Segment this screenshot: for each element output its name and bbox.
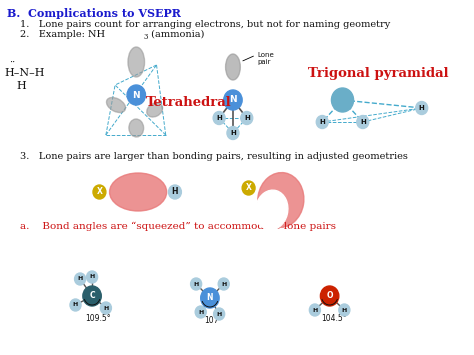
Text: O: O [327,291,333,300]
Text: 2.   Example: NH: 2. Example: NH [20,30,105,39]
Circle shape [201,288,219,308]
Circle shape [242,181,255,195]
Circle shape [168,185,182,199]
Text: H: H [77,277,83,282]
Circle shape [316,115,328,129]
Text: (ammonia): (ammonia) [148,30,205,39]
Text: H: H [342,307,347,312]
Circle shape [310,304,320,316]
Ellipse shape [128,47,145,77]
Ellipse shape [129,119,144,137]
Text: a.    Bond angles are “squeezed” to accommodate lone pairs: a. Bond angles are “squeezed” to accommo… [20,222,336,231]
Circle shape [191,278,201,290]
Circle shape [320,286,339,306]
Ellipse shape [107,98,126,113]
Text: 104.5°: 104.5° [321,314,347,323]
Text: B.  Complications to VSEPR: B. Complications to VSEPR [8,8,181,19]
Text: H: H [193,282,199,286]
Circle shape [357,115,369,129]
Circle shape [87,271,98,283]
Circle shape [339,304,350,316]
Text: 1.   Lone pairs count for arranging electrons, but not for naming geometry: 1. Lone pairs count for arranging electr… [20,20,391,29]
Text: C: C [89,291,95,300]
Text: H: H [312,307,318,312]
Text: X: X [246,184,252,192]
Text: H: H [419,105,425,111]
Ellipse shape [255,190,288,230]
Circle shape [224,90,242,110]
Text: 107°: 107° [204,316,223,325]
Text: H: H [103,306,109,311]
Text: H: H [319,119,325,125]
Circle shape [195,306,206,318]
Text: X: X [97,187,102,197]
Text: H: H [17,81,27,91]
Circle shape [74,273,86,285]
Ellipse shape [109,173,167,211]
Text: 3.   Lone pairs are larger than bonding pairs, resulting in adjusted geometries: 3. Lone pairs are larger than bonding pa… [20,152,408,161]
Ellipse shape [226,54,240,80]
Text: Trigonal pyramidal: Trigonal pyramidal [309,66,449,80]
Text: H: H [244,115,250,121]
Text: H: H [90,274,95,279]
Circle shape [127,85,146,105]
Circle shape [83,286,101,306]
Text: H: H [216,115,222,121]
Circle shape [218,278,229,290]
Text: ··: ·· [9,58,16,67]
Text: H: H [198,310,203,315]
Text: Lone
pair: Lone pair [258,52,274,65]
Text: H: H [217,311,222,317]
Circle shape [70,299,81,311]
Text: 3: 3 [144,33,148,41]
Text: H: H [172,187,178,197]
Circle shape [241,111,253,125]
Text: Tetrahedral: Tetrahedral [146,97,231,109]
Text: H: H [221,282,227,286]
Circle shape [100,302,111,314]
Text: 109.5°: 109.5° [85,314,110,323]
Ellipse shape [258,173,304,228]
Text: H–N–H: H–N–H [5,68,45,78]
Text: H: H [73,302,78,307]
Circle shape [214,308,225,320]
Text: N: N [207,294,213,302]
Ellipse shape [147,103,163,117]
Circle shape [93,185,106,199]
Circle shape [227,126,239,140]
Circle shape [416,102,428,115]
Circle shape [331,88,354,112]
Text: N: N [229,95,237,104]
Circle shape [213,111,225,125]
Text: H: H [360,119,365,125]
Text: N: N [132,91,140,99]
Text: H: H [230,130,236,136]
